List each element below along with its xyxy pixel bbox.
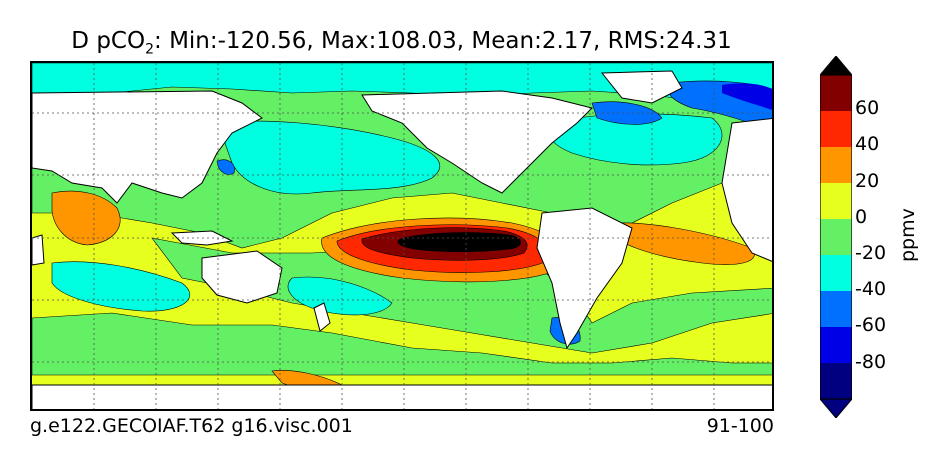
colorbar-tick-label-minus80: -80 [855,351,887,373]
colorbar-band [820,183,852,220]
colorbar-tick-label-20: 20 [855,170,880,192]
colorbar-band [820,75,852,112]
land-australia [201,250,283,304]
colorbar-band [820,147,852,184]
years-label: 91-100 [706,415,774,437]
field-kuroshio-blue [216,159,235,175]
land-africa [721,117,772,262]
colorbar-tick-label-40: 40 [855,133,880,155]
land-madagascar [32,234,45,266]
map-panel [30,61,774,411]
field-arabian-sea-orange [51,190,121,246]
colorbar-units-label: ppmv [897,208,919,262]
field-indian-cyan [51,261,191,312]
field-south-pacific-cyan [287,276,393,316]
colorbar-band [820,255,852,292]
colorbar-band [820,111,852,148]
land-new-zealand [313,302,331,332]
colorbar-tick-label-minus20: -20 [855,242,887,264]
colorbar-band [820,363,852,400]
field-south-atlantic-orange [611,222,755,265]
plot-title: D pCO2: Min:-120.56, Max:108.03, Mean:2.… [71,28,732,58]
colorbar-under-triangle [820,398,852,418]
colorbar-tick-label-minus40: -40 [855,278,887,300]
colorbar-band [820,291,852,328]
field-equatorial-max [397,232,521,252]
colorbar-band [820,327,852,364]
colorbar-segments [820,56,852,418]
land-north-america [361,90,593,194]
pco2-difference-map [32,63,772,409]
land-masses [32,70,772,409]
case-name-label: g.e122.GECOIAF.T62 g16.visc.001 [30,415,353,437]
colorbar [820,56,852,418]
colorbar-tick-label-60: 60 [855,97,880,119]
colorbar-tick-label-minus60: -60 [855,314,887,336]
field-southern-green [32,312,772,376]
map-grid [32,63,772,409]
land-greenland [600,70,683,104]
land-south-america [536,207,633,350]
field-arctic-darkblue [722,83,772,110]
colorbar-outline [820,74,852,400]
land-antarctica [32,384,772,409]
colorbar-tick-label-0: 0 [855,206,868,228]
colorbar-over-triangle [820,56,852,76]
land-eurasia [32,90,263,204]
colorbar-band [820,219,852,256]
